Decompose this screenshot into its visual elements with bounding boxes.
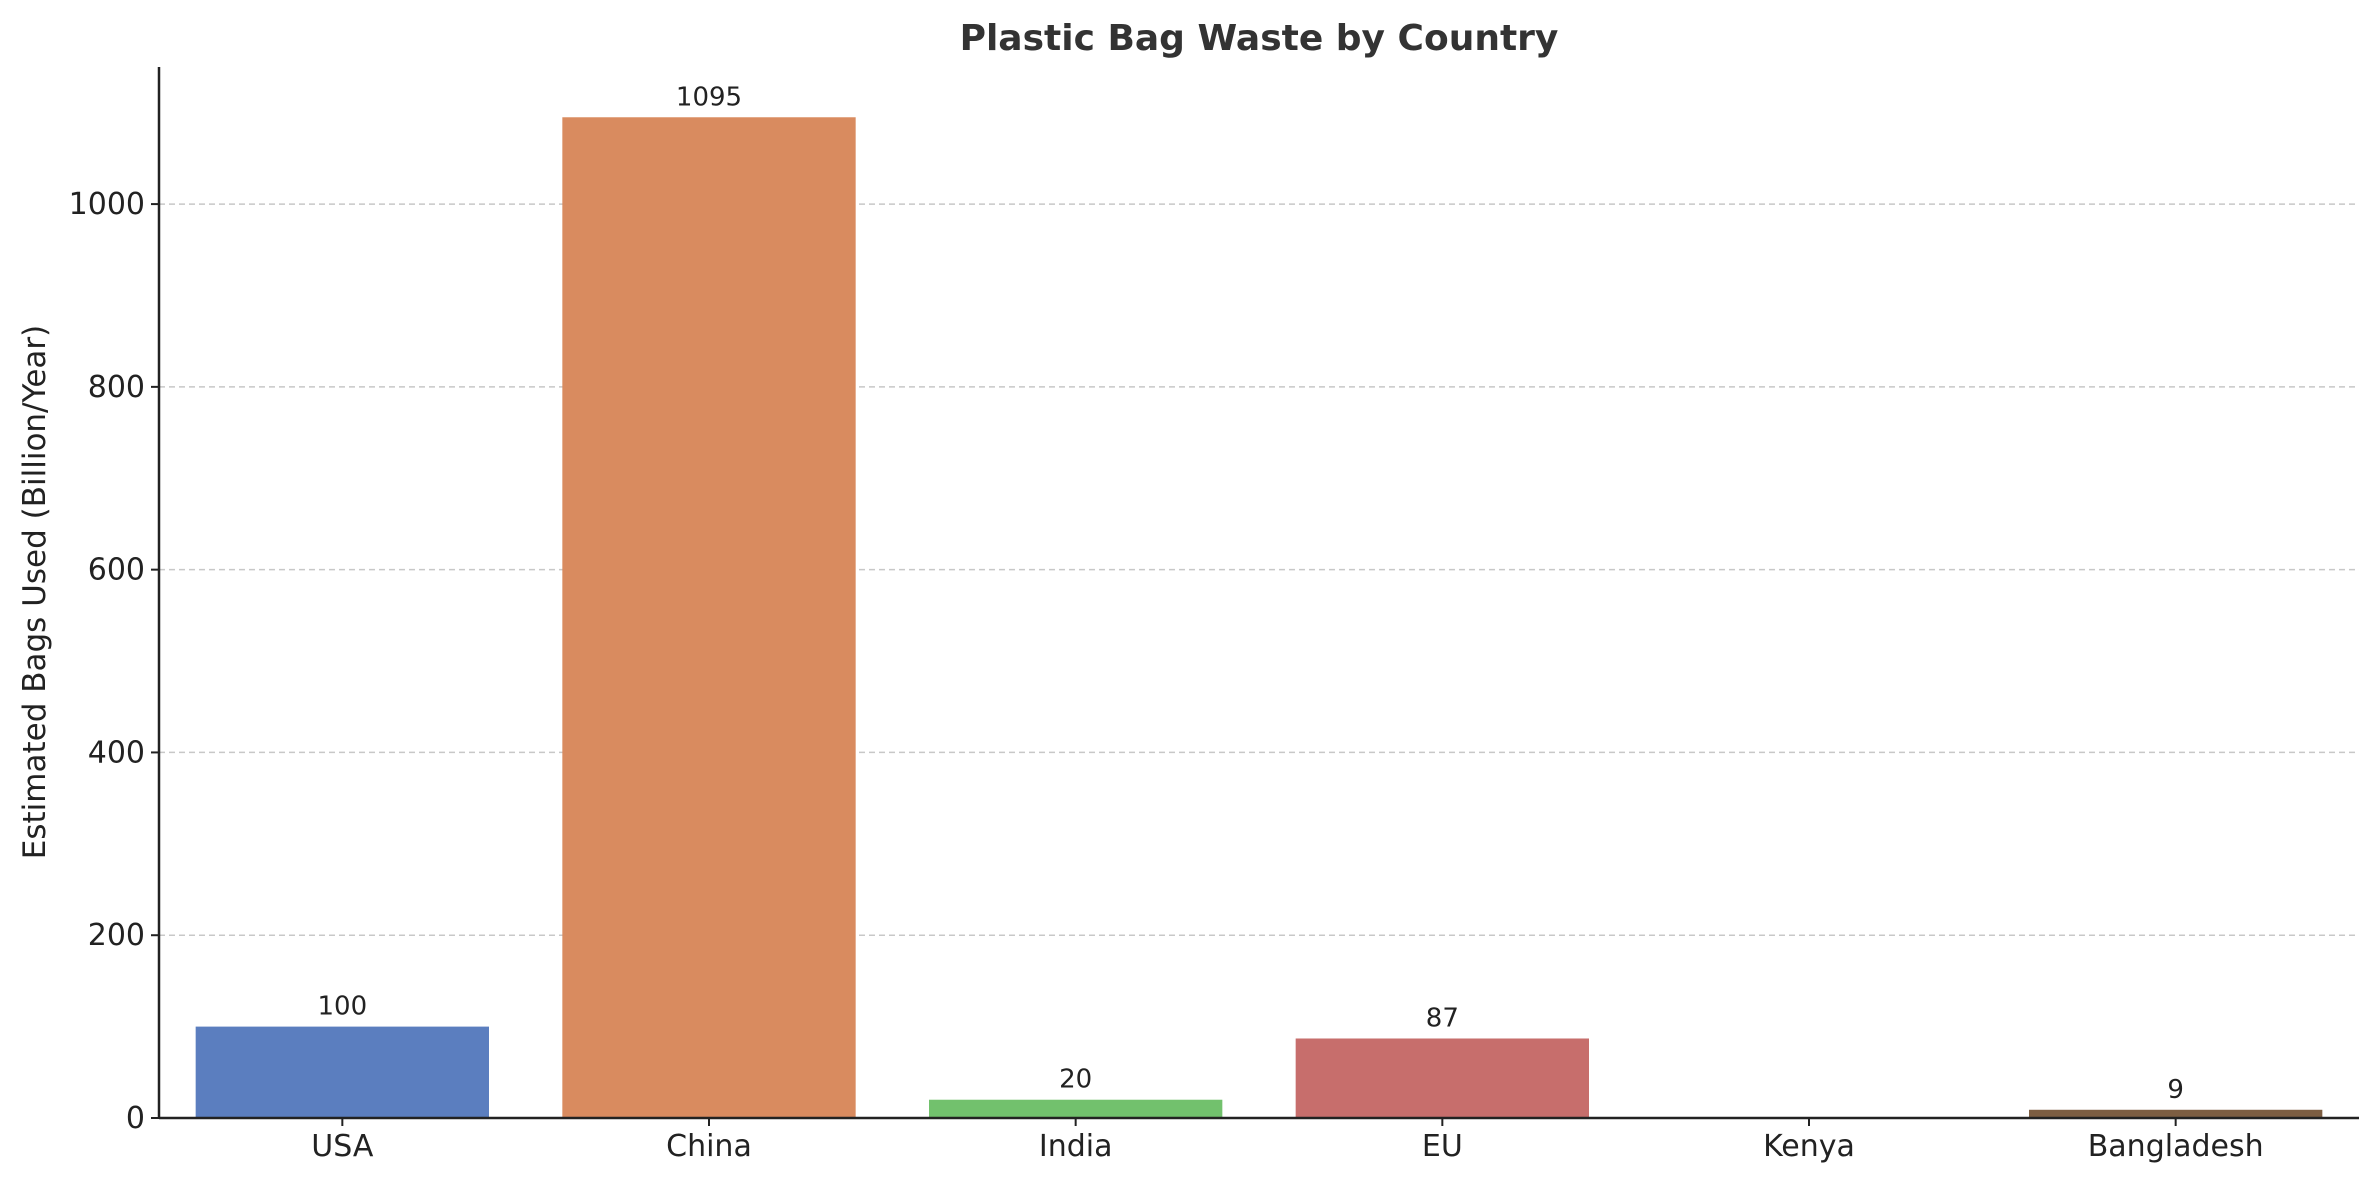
data-label: 100 bbox=[318, 992, 368, 1022]
y-tick-label: 400 bbox=[88, 735, 145, 770]
data-label: 87 bbox=[1426, 1003, 1459, 1033]
data-label: 9 bbox=[2167, 1075, 2184, 1105]
y-tick-label: 0 bbox=[126, 1101, 145, 1136]
data-label: 1095 bbox=[676, 82, 742, 112]
y-axis-label: Estimated Bags Used (Billion/Year) bbox=[17, 325, 53, 859]
bar-usa bbox=[195, 1026, 489, 1118]
x-tick-label: China bbox=[666, 1129, 752, 1164]
y-tick-label: 800 bbox=[88, 370, 145, 405]
x-tick-label: India bbox=[1039, 1129, 1113, 1164]
x-tick-label: USA bbox=[311, 1129, 374, 1164]
bar-eu bbox=[1295, 1038, 1589, 1118]
bar-bangladesh bbox=[2029, 1109, 2323, 1118]
bar-india bbox=[929, 1099, 1223, 1118]
y-tick-label: 200 bbox=[88, 918, 145, 953]
x-tick-label: EU bbox=[1422, 1129, 1463, 1164]
bar-china bbox=[562, 117, 856, 1119]
x-tick-label: Bangladesh bbox=[2088, 1129, 2264, 1164]
x-tick-label: Kenya bbox=[1763, 1129, 1855, 1164]
data-label: 20 bbox=[1059, 1065, 1092, 1095]
y-tick-label: 1000 bbox=[69, 187, 145, 222]
y-tick-label: 600 bbox=[88, 553, 145, 588]
chart-title: Plastic Bag Waste by Country bbox=[960, 18, 1559, 59]
